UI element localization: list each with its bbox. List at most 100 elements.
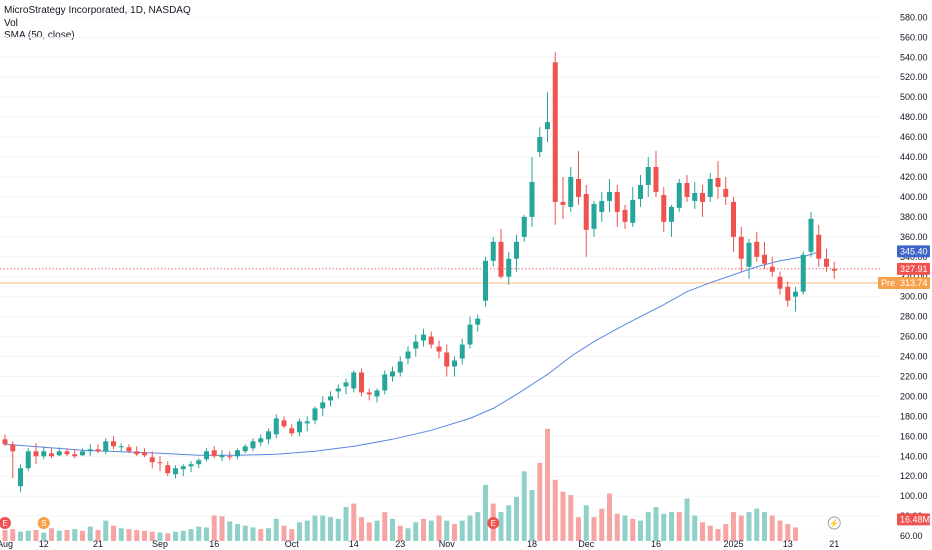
volume-bar xyxy=(196,526,202,541)
volume-bar xyxy=(762,512,767,541)
candle-body xyxy=(591,203,597,229)
y-tick-label: 320.00 xyxy=(900,272,928,282)
candle-body xyxy=(738,236,744,259)
candle-body xyxy=(413,341,419,349)
candle-body xyxy=(498,241,504,277)
earnings-marker xyxy=(0,517,11,529)
split-marker xyxy=(37,517,50,529)
candle-body xyxy=(165,465,171,474)
y-tick-label: 300.00 xyxy=(900,292,928,302)
candle-body xyxy=(529,181,535,217)
candle-body xyxy=(227,456,233,458)
candle-body xyxy=(95,449,101,452)
x-tick-label: 18 xyxy=(527,539,537,549)
sma-tag-label: 345.40 xyxy=(900,246,928,256)
y-tick-label: 100.00 xyxy=(900,491,928,501)
candle-body xyxy=(676,182,682,208)
candle-body xyxy=(273,418,279,435)
volume-bar xyxy=(723,524,729,541)
chart-title: MicroStrategy Incorporated, 1D, NASDAQ xyxy=(4,5,191,16)
event-marker-label: S xyxy=(41,519,46,528)
candle-body xyxy=(149,457,155,463)
candle-body xyxy=(428,336,434,345)
x-tick-label: Sep xyxy=(152,539,168,549)
time-axis[interactable]: Aug 12 21 Sep 16 Oct 14 23 Nov 18 Dec 16 2025 13 21 xyxy=(0,539,839,549)
candle-body xyxy=(41,451,47,457)
volume-bar xyxy=(188,529,194,541)
candle-body xyxy=(80,451,85,456)
candle-body xyxy=(328,396,333,401)
volume-bar xyxy=(366,522,372,541)
volume-bar xyxy=(390,518,395,541)
candle-body xyxy=(211,450,217,457)
candles xyxy=(2,52,837,493)
candle-body xyxy=(707,178,713,197)
candle-body xyxy=(173,468,178,475)
volume-bar xyxy=(614,513,620,541)
x-tick-label: 12 xyxy=(39,539,49,549)
price-tags: 345.40 327.91 Pre 313.74 16.48M xyxy=(878,245,930,526)
x-tick-label: 2025 xyxy=(723,539,743,549)
volume-bar xyxy=(111,525,116,541)
volume-bar xyxy=(343,507,349,541)
volume-bar xyxy=(498,512,504,541)
volume-bar xyxy=(514,496,519,541)
event-marker-label: E xyxy=(2,519,7,528)
y-tick-label: 360.00 xyxy=(900,232,928,242)
candle-body xyxy=(483,260,488,301)
candle-body xyxy=(700,192,705,202)
volume-bar xyxy=(428,520,434,541)
volume-bar xyxy=(95,529,101,541)
y-tick-label: 480.00 xyxy=(900,112,928,122)
event-markers[interactable]: E S E ⚡ xyxy=(0,516,841,530)
volume-bar xyxy=(413,522,419,541)
volume-bar xyxy=(142,530,147,541)
price-axis[interactable]: 60.0080.00100.00120.00140.00160.00180.00… xyxy=(900,12,928,541)
volume-bar xyxy=(33,529,39,541)
volume-bar xyxy=(382,512,388,541)
candle-body xyxy=(204,451,209,460)
candle-body xyxy=(552,62,558,202)
candle-body xyxy=(351,372,357,389)
volume-bar xyxy=(204,527,209,541)
volume-bar xyxy=(638,520,643,541)
volume-bar xyxy=(227,521,233,541)
candle-body xyxy=(599,200,605,212)
y-tick-label: 380.00 xyxy=(900,212,928,222)
volume-bar xyxy=(351,503,357,541)
earnings-marker xyxy=(487,517,500,529)
y-tick-label: 180.00 xyxy=(900,411,928,421)
candle-body xyxy=(607,191,612,201)
volume-bar xyxy=(607,493,612,541)
pre-tag-label: 313.74 xyxy=(900,278,928,288)
candle-body xyxy=(723,188,729,197)
volume-bar xyxy=(754,508,760,541)
y-tick-label: 280.00 xyxy=(900,312,928,322)
volume-bar xyxy=(2,529,8,541)
volume-bar xyxy=(312,515,318,541)
candle-body xyxy=(405,351,411,359)
volume-bar xyxy=(173,531,178,541)
y-tick-label: 260.00 xyxy=(900,332,928,342)
candle-body xyxy=(614,191,620,212)
x-tick-label: 13 xyxy=(783,539,793,549)
candle-body xyxy=(374,390,380,397)
volume-bar xyxy=(328,517,333,541)
candle-body xyxy=(769,266,775,272)
event-marker-label: ⚡ xyxy=(829,518,839,528)
legend-sma[interactable]: SMA (50, close) xyxy=(4,30,75,41)
candle-body xyxy=(72,454,78,457)
candle-body xyxy=(421,334,426,341)
candle-body xyxy=(475,318,481,325)
volume-bar xyxy=(529,490,535,541)
volume-bar xyxy=(25,530,31,541)
legend-volume[interactable]: Vol xyxy=(4,17,18,29)
candle-body xyxy=(808,218,814,252)
y-tick-label: 560.00 xyxy=(900,32,928,42)
x-tick-label: Oct xyxy=(285,539,300,549)
volume-bar xyxy=(297,522,302,541)
reference-lines xyxy=(0,268,880,284)
candle-body xyxy=(638,184,643,199)
y-tick-label: 460.00 xyxy=(900,132,928,142)
